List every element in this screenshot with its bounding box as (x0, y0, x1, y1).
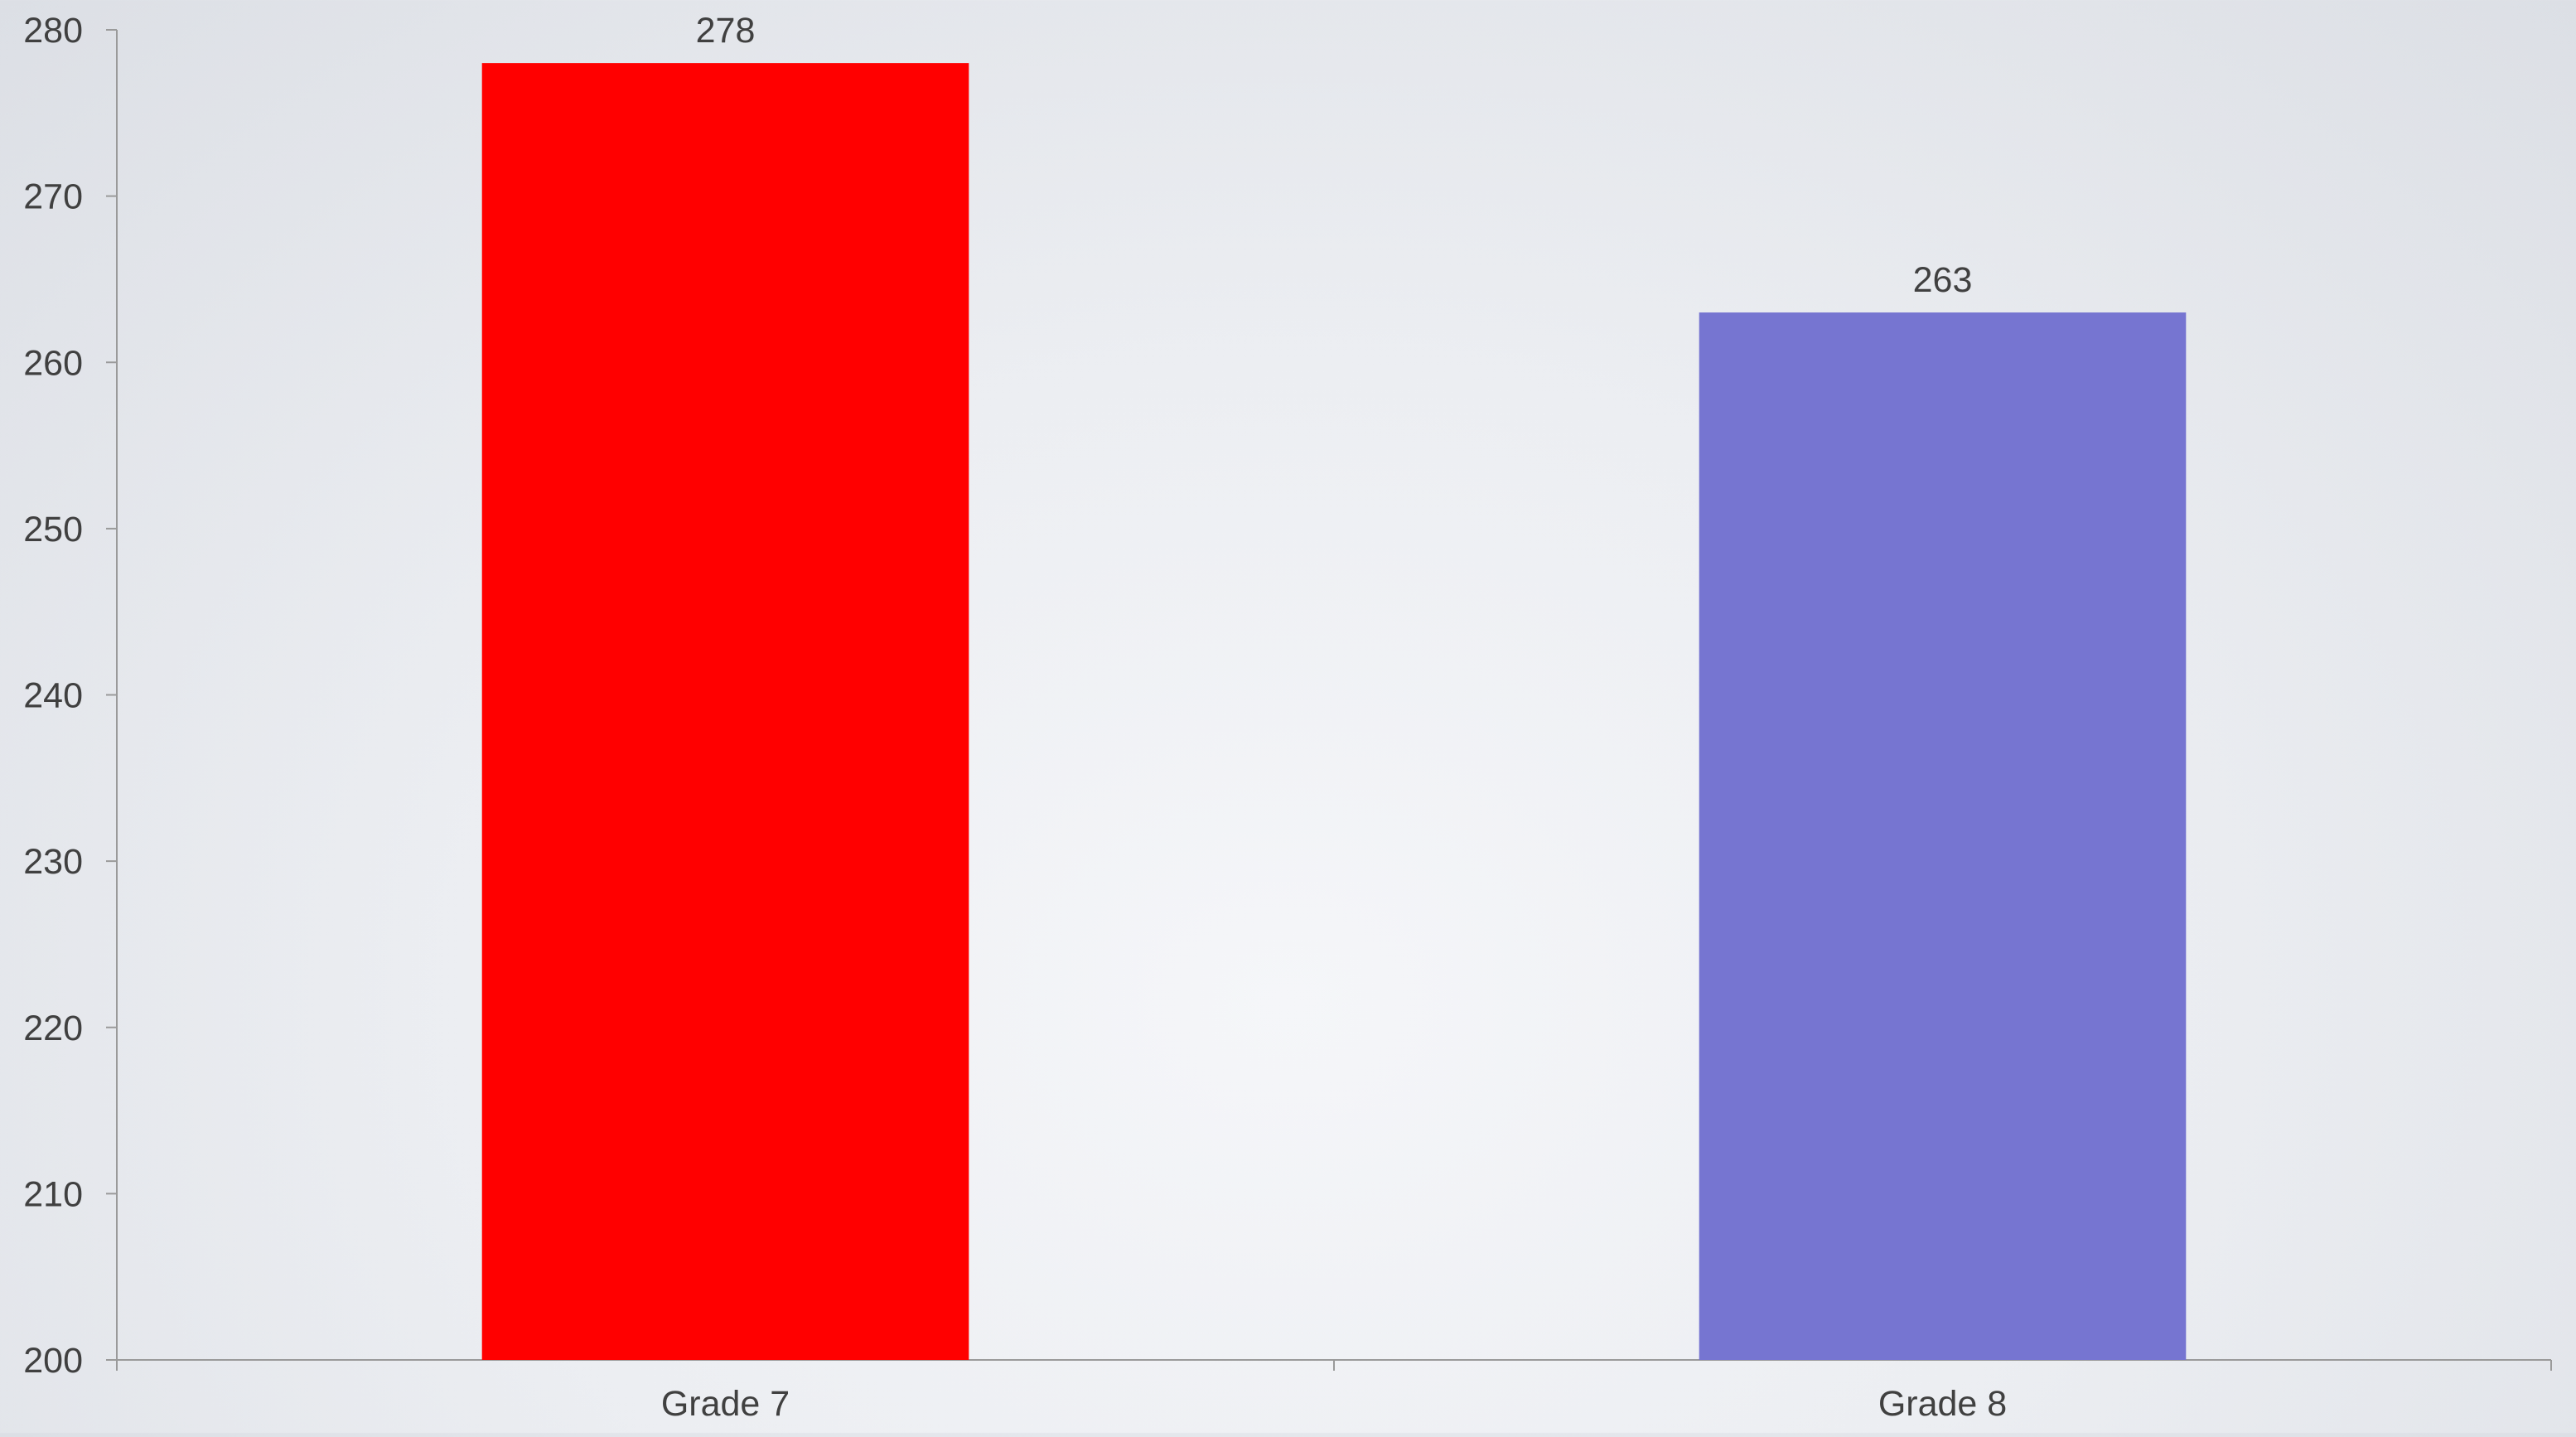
y-tick-label: 240 (23, 676, 83, 716)
y-tick-label: 270 (23, 177, 83, 217)
data-label: 263 (1913, 260, 1973, 300)
y-axis: 200 210 220 230 240 250 260 270 280 (23, 11, 118, 1381)
bars (481, 63, 2187, 1360)
y-tick-label: 210 (23, 1174, 83, 1214)
data-label: 278 (696, 11, 756, 51)
y-tick-label: 280 (23, 11, 83, 51)
y-tick-label: 230 (23, 842, 83, 882)
data-labels: 278 263 (696, 11, 1973, 300)
y-tick-label: 260 (23, 343, 83, 383)
y-tick-label: 220 (23, 1009, 83, 1048)
x-tick-label: Grade 7 (661, 1384, 790, 1424)
y-tick-label: 250 (23, 510, 83, 549)
y-tick-label: 200 (23, 1341, 83, 1381)
x-tick-label: Grade 8 (1878, 1384, 2007, 1424)
bar-grade-7 (481, 63, 969, 1360)
bar-grade-8 (1699, 312, 2187, 1360)
x-axis: Grade 7 Grade 8 (116, 1359, 2552, 1424)
